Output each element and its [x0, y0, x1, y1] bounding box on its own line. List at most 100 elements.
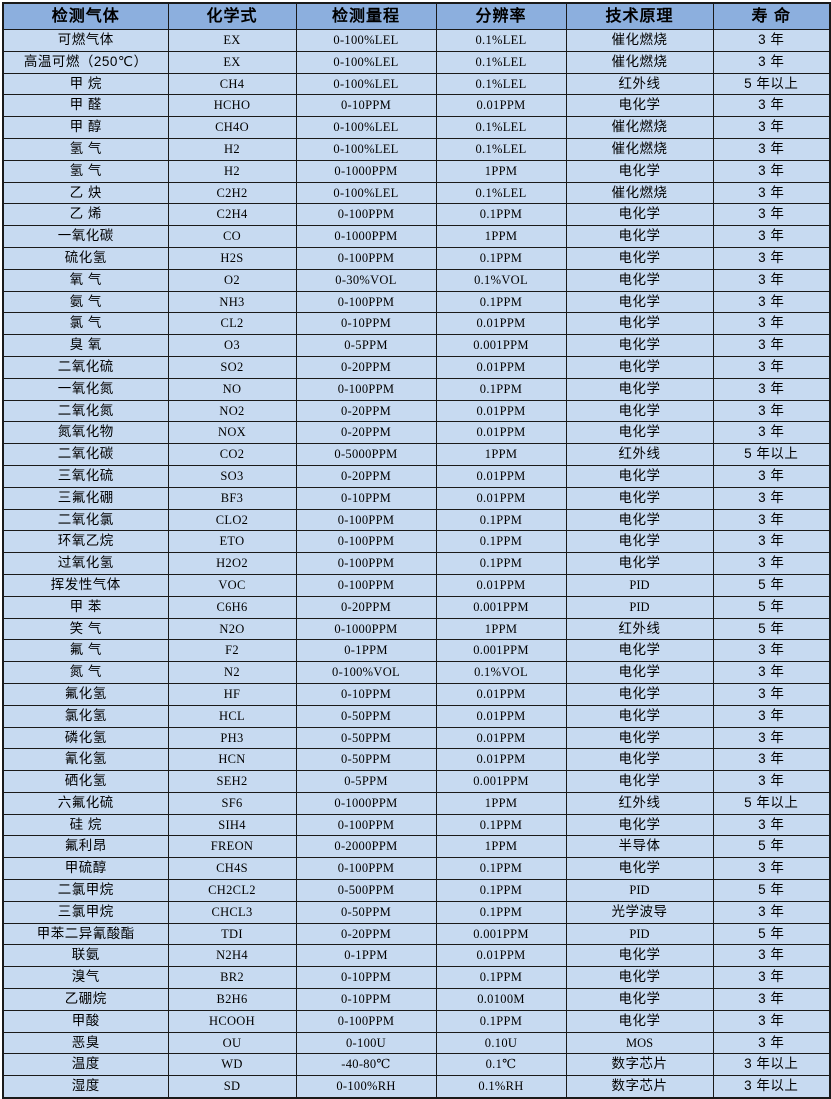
cell-formula: CH4O: [167, 116, 297, 139]
cell-gas: 氮氧化物: [2, 421, 169, 445]
cell-life: 3 年: [712, 486, 831, 510]
table-row: 乙硼烷 B2H6 0-10PPM 0.0100M 电化学 3 年: [2, 988, 831, 1011]
cell-life: 3 年: [712, 813, 831, 837]
cell-gas: 二氧化氮: [2, 399, 169, 423]
cell-gas: 氟化氢: [2, 682, 169, 706]
cell-range: 0-50PPM: [295, 748, 437, 772]
cell-principle: 催化燃烧: [565, 116, 714, 139]
table-row: 过氧化氢 H2O2 0-100PPM 0.1PPM 电化学 3 年: [2, 552, 831, 575]
cell-life: 3 年: [712, 900, 831, 924]
table-row: 环氧乙烷 ETO 0-100PPM 0.1PPM 电化学 3 年: [2, 530, 831, 554]
cell-gas: 三氟化硼: [2, 486, 169, 510]
cell-formula: EX: [167, 50, 297, 74]
cell-life: 5 年以上: [712, 443, 831, 466]
cell-resolution: 0.1PPM: [435, 879, 567, 902]
cell-resolution: 0.1%LEL: [435, 116, 567, 139]
cell-principle: 红外线: [565, 617, 714, 641]
cell-gas: 挥发性气体: [2, 573, 169, 597]
cell-gas: 乙 烯: [2, 203, 169, 227]
cell-formula: BF3: [167, 486, 297, 510]
cell-life: 5 年以上: [712, 791, 831, 815]
cell-range: 0-100PPM: [295, 203, 437, 227]
cell-formula: H2: [167, 159, 297, 183]
cell-gas: 氯化氢: [2, 704, 169, 728]
cell-range: 0-20PPM: [295, 421, 437, 445]
cell-range: 0-100%LEL: [295, 137, 437, 161]
cell-gas: 氰化氢: [2, 748, 169, 772]
cell-formula: NH3: [167, 290, 297, 314]
cell-resolution: 0.1%LEL: [435, 181, 567, 205]
cell-resolution: 0.01PPM: [435, 682, 567, 706]
table-row: 氢 气 H2 0-100%LEL 0.1%LEL 催化燃烧 3 年: [2, 137, 831, 161]
cell-principle: 电化学: [565, 159, 714, 183]
cell-gas: 温度: [2, 1053, 169, 1077]
cell-range: 0-10PPM: [295, 312, 437, 336]
cell-gas: 笑 气: [2, 617, 169, 641]
cell-formula: CL2: [167, 312, 297, 336]
cell-range: 0-50PPM: [295, 726, 437, 750]
cell-resolution: 0.1%LEL: [435, 72, 567, 96]
table-row: 磷化氢 PH3 0-50PPM 0.01PPM 电化学 3 年: [2, 726, 831, 750]
cell-principle: 电化学: [565, 421, 714, 445]
cell-life: 3 年: [712, 988, 831, 1011]
column-header-life: 寿 命: [712, 2, 831, 30]
cell-life: 3 年: [712, 421, 831, 445]
table-row: 三氯甲烷 CHCL3 0-50PPM 0.1PPM 光学波导 3 年: [2, 900, 831, 924]
cell-range: 0-10PPM: [295, 486, 437, 510]
cell-formula: CLO2: [167, 508, 297, 532]
cell-formula: N2H4: [167, 944, 297, 968]
cell-life: 3 年: [712, 704, 831, 728]
cell-formula: EX: [167, 29, 297, 52]
cell-life: 3 年: [712, 137, 831, 161]
cell-range: 0-100PPM: [295, 508, 437, 532]
cell-life: 3 年: [712, 639, 831, 663]
table-row: 氯化氢 HCL 0-50PPM 0.01PPM 电化学 3 年: [2, 704, 831, 728]
cell-range: 0-20PPM: [295, 399, 437, 423]
cell-principle: MOS: [565, 1031, 714, 1055]
cell-life: 3 年: [712, 225, 831, 248]
cell-principle: 电化学: [565, 203, 714, 227]
cell-range: 0-20PPM: [295, 595, 437, 619]
table-row: 氰化氢 HCN 0-50PPM 0.01PPM 电化学 3 年: [2, 748, 831, 772]
table-row: 氮 气 N2 0-100%VOL 0.1%VOL 电化学 3 年: [2, 661, 831, 684]
cell-formula: SEH2: [167, 770, 297, 793]
table-row: 硒化氢 SEH2 0-5PPM 0.001PPM 电化学 3 年: [2, 770, 831, 793]
table-row: 二氯甲烷 CH2CL2 0-500PPM 0.1PPM PID 5 年: [2, 879, 831, 902]
cell-resolution: 0.01PPM: [435, 464, 567, 488]
cell-formula: O3: [167, 334, 297, 357]
cell-resolution: 0.1PPM: [435, 246, 567, 270]
cell-gas: 六氟化硫: [2, 791, 169, 815]
cell-range: 0-5PPM: [295, 334, 437, 357]
cell-life: 5 年: [712, 922, 831, 946]
cell-formula: CHCL3: [167, 900, 297, 924]
cell-range: 0-50PPM: [295, 704, 437, 728]
table-row: 二氧化氮 NO2 0-20PPM 0.01PPM 电化学 3 年: [2, 399, 831, 423]
cell-principle: 催化燃烧: [565, 29, 714, 52]
cell-formula: H2: [167, 137, 297, 161]
cell-formula: PH3: [167, 726, 297, 750]
cell-formula: H2S: [167, 246, 297, 270]
cell-principle: 红外线: [565, 791, 714, 815]
cell-formula: NO2: [167, 399, 297, 423]
cell-life: 5 年: [712, 617, 831, 641]
cell-formula: CH4S: [167, 857, 297, 881]
cell-life: 3 年: [712, 464, 831, 488]
cell-formula: HCL: [167, 704, 297, 728]
table-row: 一氧化碳 CO 0-1000PPM 1PPM 电化学 3 年: [2, 225, 831, 248]
cell-principle: 电化学: [565, 508, 714, 532]
cell-principle: 电化学: [565, 268, 714, 292]
cell-formula: C6H6: [167, 595, 297, 619]
cell-life: 3 年: [712, 857, 831, 881]
cell-range: 0-100%LEL: [295, 29, 437, 52]
cell-gas: 氮 气: [2, 661, 169, 684]
table-row: 甲硫醇 CH4S 0-100PPM 0.1PPM 电化学 3 年: [2, 857, 831, 881]
cell-principle: 催化燃烧: [565, 50, 714, 74]
table-row: 乙 炔 C2H2 0-100%LEL 0.1%LEL 催化燃烧 3 年: [2, 181, 831, 205]
cell-gas: 硒化氢: [2, 770, 169, 793]
cell-resolution: 1PPM: [435, 835, 567, 859]
table-row: 甲酸 HCOOH 0-100PPM 0.1PPM 电化学 3 年: [2, 1009, 831, 1033]
cell-gas: 可燃气体: [2, 29, 169, 52]
cell-formula: FREON: [167, 835, 297, 859]
table-row: 二氧化硫 SO2 0-20PPM 0.01PPM 电化学 3 年: [2, 355, 831, 379]
